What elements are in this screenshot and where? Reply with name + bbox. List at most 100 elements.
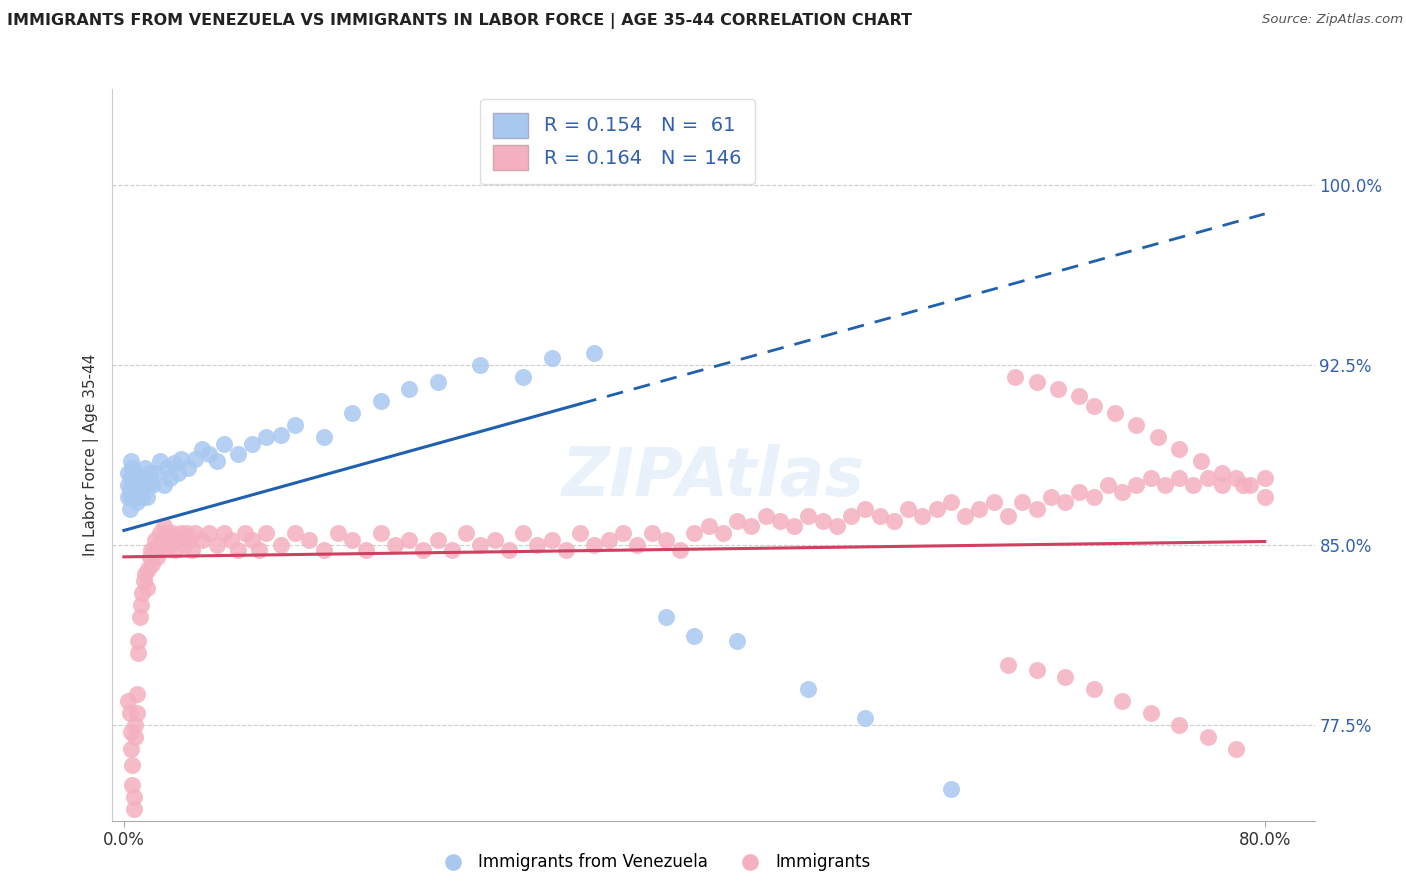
Point: [1097, 478, 1119, 492]
Point: [118, 483, 141, 497]
Point: [1254, 471, 1277, 485]
Text: IMMIGRANTS FROM VENEZUELA VS IMMIGRANTS IN LABOR FORCE | AGE 35-44 CORRELATION C: IMMIGRANTS FROM VENEZUELA VS IMMIGRANTS …: [7, 13, 912, 29]
Point: [134, 566, 156, 581]
Point: [883, 514, 905, 528]
Point: [1069, 389, 1091, 403]
Point: [740, 518, 762, 533]
Point: [159, 538, 181, 552]
Point: [312, 542, 335, 557]
Point: [1069, 485, 1091, 500]
Point: [127, 633, 149, 648]
Point: [384, 538, 406, 552]
Point: [1168, 471, 1191, 485]
Point: [125, 706, 148, 720]
Point: [134, 461, 156, 475]
Point: [1104, 406, 1126, 420]
Point: [555, 542, 578, 557]
Point: [156, 461, 179, 475]
Point: [150, 533, 173, 547]
Point: [127, 471, 149, 485]
Point: [131, 586, 153, 600]
Y-axis label: In Labor Force | Age 35-44: In Labor Force | Age 35-44: [83, 354, 98, 556]
Point: [198, 447, 221, 461]
Point: [1239, 478, 1261, 492]
Point: [1154, 478, 1177, 492]
Point: [1168, 717, 1191, 731]
Point: [725, 633, 748, 648]
Point: [233, 525, 256, 540]
Point: [256, 430, 278, 444]
Point: [170, 525, 193, 540]
Point: [176, 525, 198, 540]
Point: [1232, 478, 1254, 492]
Point: [1254, 490, 1277, 504]
Point: [612, 525, 634, 540]
Point: [725, 514, 748, 528]
Point: [153, 478, 176, 492]
Point: [470, 538, 492, 552]
Point: [159, 471, 181, 485]
Point: [855, 710, 877, 724]
Point: [997, 509, 1019, 524]
Point: [1054, 670, 1077, 684]
Point: [149, 542, 172, 557]
Point: [120, 741, 142, 756]
Point: [141, 557, 163, 571]
Point: [1197, 471, 1219, 485]
Point: [117, 694, 139, 708]
Point: [897, 501, 920, 516]
Point: [1039, 490, 1062, 504]
Point: [398, 382, 420, 396]
Point: [839, 509, 862, 524]
Point: [1111, 694, 1133, 708]
Point: [939, 782, 962, 797]
Point: [797, 509, 820, 524]
Point: [167, 466, 190, 480]
Point: [1225, 741, 1247, 756]
Point: [155, 538, 177, 552]
Point: [583, 346, 606, 360]
Point: [426, 533, 449, 547]
Point: [1046, 382, 1069, 396]
Point: [124, 466, 146, 480]
Point: [212, 437, 235, 451]
Point: [583, 538, 606, 552]
Point: [1182, 478, 1205, 492]
Point: [184, 525, 207, 540]
Point: [1125, 478, 1147, 492]
Point: [1025, 501, 1047, 516]
Point: [284, 417, 307, 432]
Point: [1125, 417, 1147, 432]
Point: [356, 542, 378, 557]
Point: [118, 501, 141, 516]
Point: [825, 518, 848, 533]
Point: [135, 581, 157, 595]
Point: [122, 490, 145, 504]
Point: [212, 525, 235, 540]
Point: [122, 471, 145, 485]
Point: [669, 542, 692, 557]
Point: [226, 542, 249, 557]
Point: [697, 518, 720, 533]
Point: [869, 509, 891, 524]
Point: [1189, 454, 1212, 468]
Point: [755, 509, 778, 524]
Point: [370, 394, 392, 409]
Point: [1004, 370, 1026, 384]
Point: [655, 609, 678, 624]
Point: [122, 789, 145, 804]
Point: [156, 525, 179, 540]
Point: [1025, 375, 1047, 389]
Point: [284, 525, 307, 540]
Point: [1168, 442, 1191, 456]
Point: [925, 501, 948, 516]
Point: [1197, 730, 1219, 744]
Point: [181, 542, 204, 557]
Point: [1139, 706, 1161, 720]
Point: [125, 687, 148, 701]
Point: [370, 525, 392, 540]
Point: [138, 466, 160, 480]
Point: [1211, 478, 1233, 492]
Point: [124, 485, 146, 500]
Point: [247, 542, 270, 557]
